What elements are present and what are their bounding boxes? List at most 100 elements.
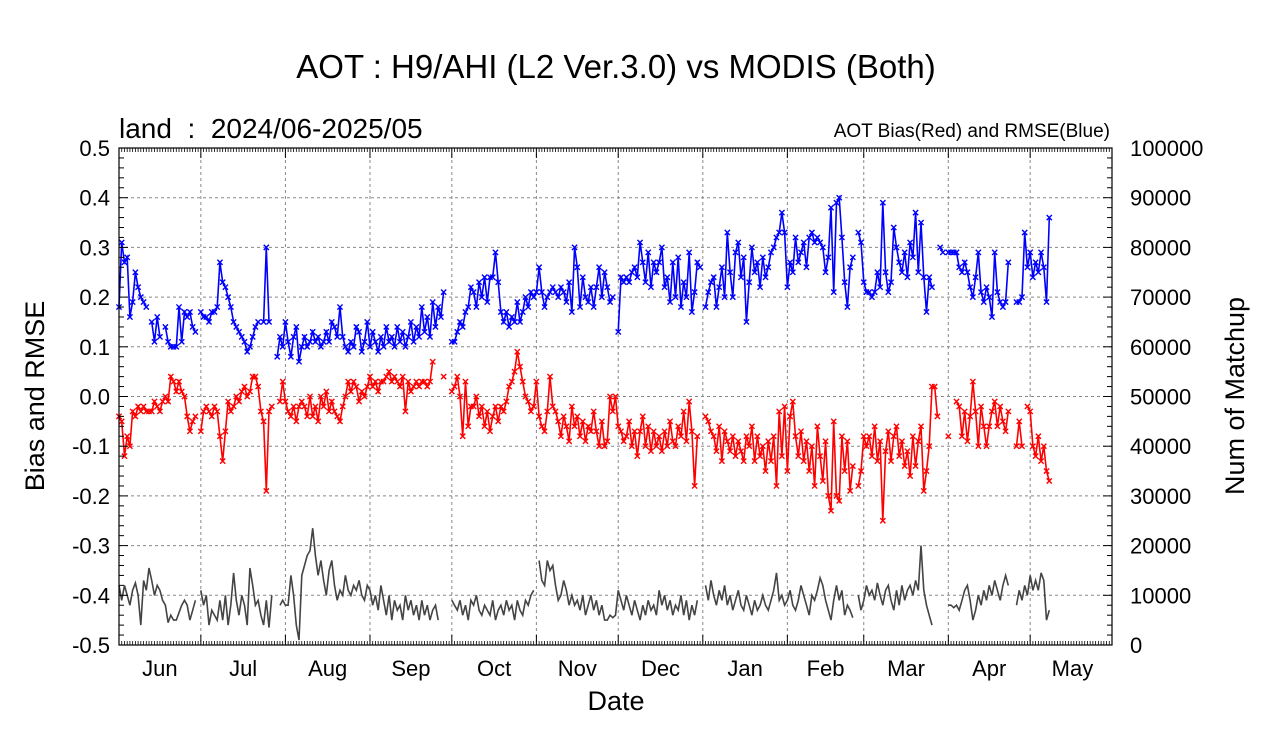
data-point-marker [967, 284, 974, 291]
data-point-marker [909, 433, 916, 440]
data-point-marker [890, 433, 897, 440]
data-point-marker [601, 269, 608, 276]
data-point-marker [647, 448, 655, 455]
data-point-marker [754, 259, 761, 266]
data-point-marker [606, 298, 614, 306]
y-right-tick-label: 0 [1130, 633, 1142, 658]
data-point-marker [132, 413, 139, 420]
data-point-marker [833, 199, 840, 206]
data-point-marker [596, 264, 603, 271]
data-point-marker [601, 443, 608, 450]
data-point-marker [440, 289, 447, 296]
data-point-marker [849, 254, 856, 261]
y-right-tick-label: 30000 [1130, 484, 1191, 509]
x-tick-label: Jan [727, 656, 762, 681]
data-point-marker [544, 294, 551, 301]
x-tick-label: Apr [972, 656, 1006, 681]
data-point-marker [1024, 403, 1031, 410]
data-point-marker [546, 373, 554, 380]
data-point-marker [620, 438, 627, 445]
data-point-marker [726, 269, 734, 276]
data-point-marker [121, 259, 128, 266]
data-point-marker [156, 333, 164, 340]
data-point-marker [634, 274, 641, 281]
data-point-marker [691, 289, 698, 296]
data-point-marker [448, 388, 455, 395]
data-point-marker [877, 438, 884, 445]
data-point-marker [770, 433, 777, 440]
data-point-marker [1043, 298, 1050, 306]
data-point-marker [642, 443, 649, 450]
data-point-marker [260, 418, 267, 425]
data-point-marker [366, 373, 374, 380]
data-point-marker [636, 239, 644, 246]
data-point-marker [459, 433, 466, 440]
data-point-marker [323, 328, 330, 335]
data-point-marker [118, 418, 125, 425]
y-left-tick-label: 0.5 [79, 136, 110, 161]
y-right-tick-label: 40000 [1130, 434, 1191, 459]
data-point-marker [244, 393, 251, 400]
data-point-marker [230, 318, 237, 326]
data-point-marker [325, 408, 333, 415]
data-point-marker [1032, 453, 1039, 460]
data-point-marker [383, 373, 390, 380]
data-point-marker [126, 443, 134, 450]
data-point-marker [399, 373, 406, 380]
series-line [617, 242, 701, 332]
data-point-marker [718, 264, 725, 271]
data-point-marker [334, 333, 341, 340]
data-point-marker [315, 333, 322, 340]
y-right-tick-label: 50000 [1130, 385, 1191, 410]
data-point-marker [653, 443, 660, 450]
x-tick-label: Nov [558, 656, 597, 681]
data-point-marker [1016, 298, 1023, 306]
data-point-marker [287, 413, 294, 420]
data-point-marker [686, 398, 693, 405]
data-point-marker [309, 328, 316, 335]
data-point-marker [1018, 294, 1026, 301]
data-point-marker [227, 408, 234, 415]
data-point-marker [233, 393, 240, 400]
data-point-marker [391, 343, 398, 350]
data-point-marker [500, 408, 507, 415]
data-point-marker [511, 318, 518, 326]
data-point-marker [800, 239, 807, 246]
data-point-marker [238, 333, 245, 340]
data-point-marker [740, 254, 747, 261]
data-point-marker [893, 244, 900, 251]
data-point-marker [784, 467, 791, 475]
data-point-marker [953, 249, 960, 256]
data-point-marker [255, 318, 262, 326]
data-point-marker [825, 492, 832, 499]
data-point-marker [192, 328, 199, 335]
data-point-marker [541, 303, 548, 311]
data-point-marker [806, 234, 813, 241]
data-point-marker [874, 269, 881, 276]
chart-title: AOT : H9/AHI (L2 Ver.3.0) vs MODIS (Both… [296, 48, 935, 85]
data-point-marker [767, 249, 775, 256]
data-point-marker [279, 378, 286, 385]
data-point-marker [298, 343, 305, 350]
data-point-marker [705, 289, 712, 296]
data-point-marker [402, 408, 409, 415]
data-point-marker [953, 398, 960, 405]
y-left-tick-label: 0.2 [79, 285, 110, 310]
data-point-marker [214, 303, 221, 311]
data-point-marker [934, 413, 941, 420]
data-point-marker [328, 318, 335, 326]
data-point-marker [694, 259, 701, 266]
data-point-marker [803, 264, 810, 271]
data-point-marker [154, 403, 161, 410]
data-point-marker [729, 294, 736, 301]
data-point-marker [530, 294, 537, 301]
data-point-marker [658, 244, 665, 251]
data-point-marker [789, 398, 796, 405]
data-point-marker [756, 284, 764, 291]
data-point-marker [156, 408, 164, 415]
data-point-marker [710, 274, 717, 281]
data-point-marker [977, 403, 985, 410]
data-point-marker [189, 323, 196, 331]
data-point-marker [375, 348, 382, 355]
data-point-marker [811, 239, 818, 246]
